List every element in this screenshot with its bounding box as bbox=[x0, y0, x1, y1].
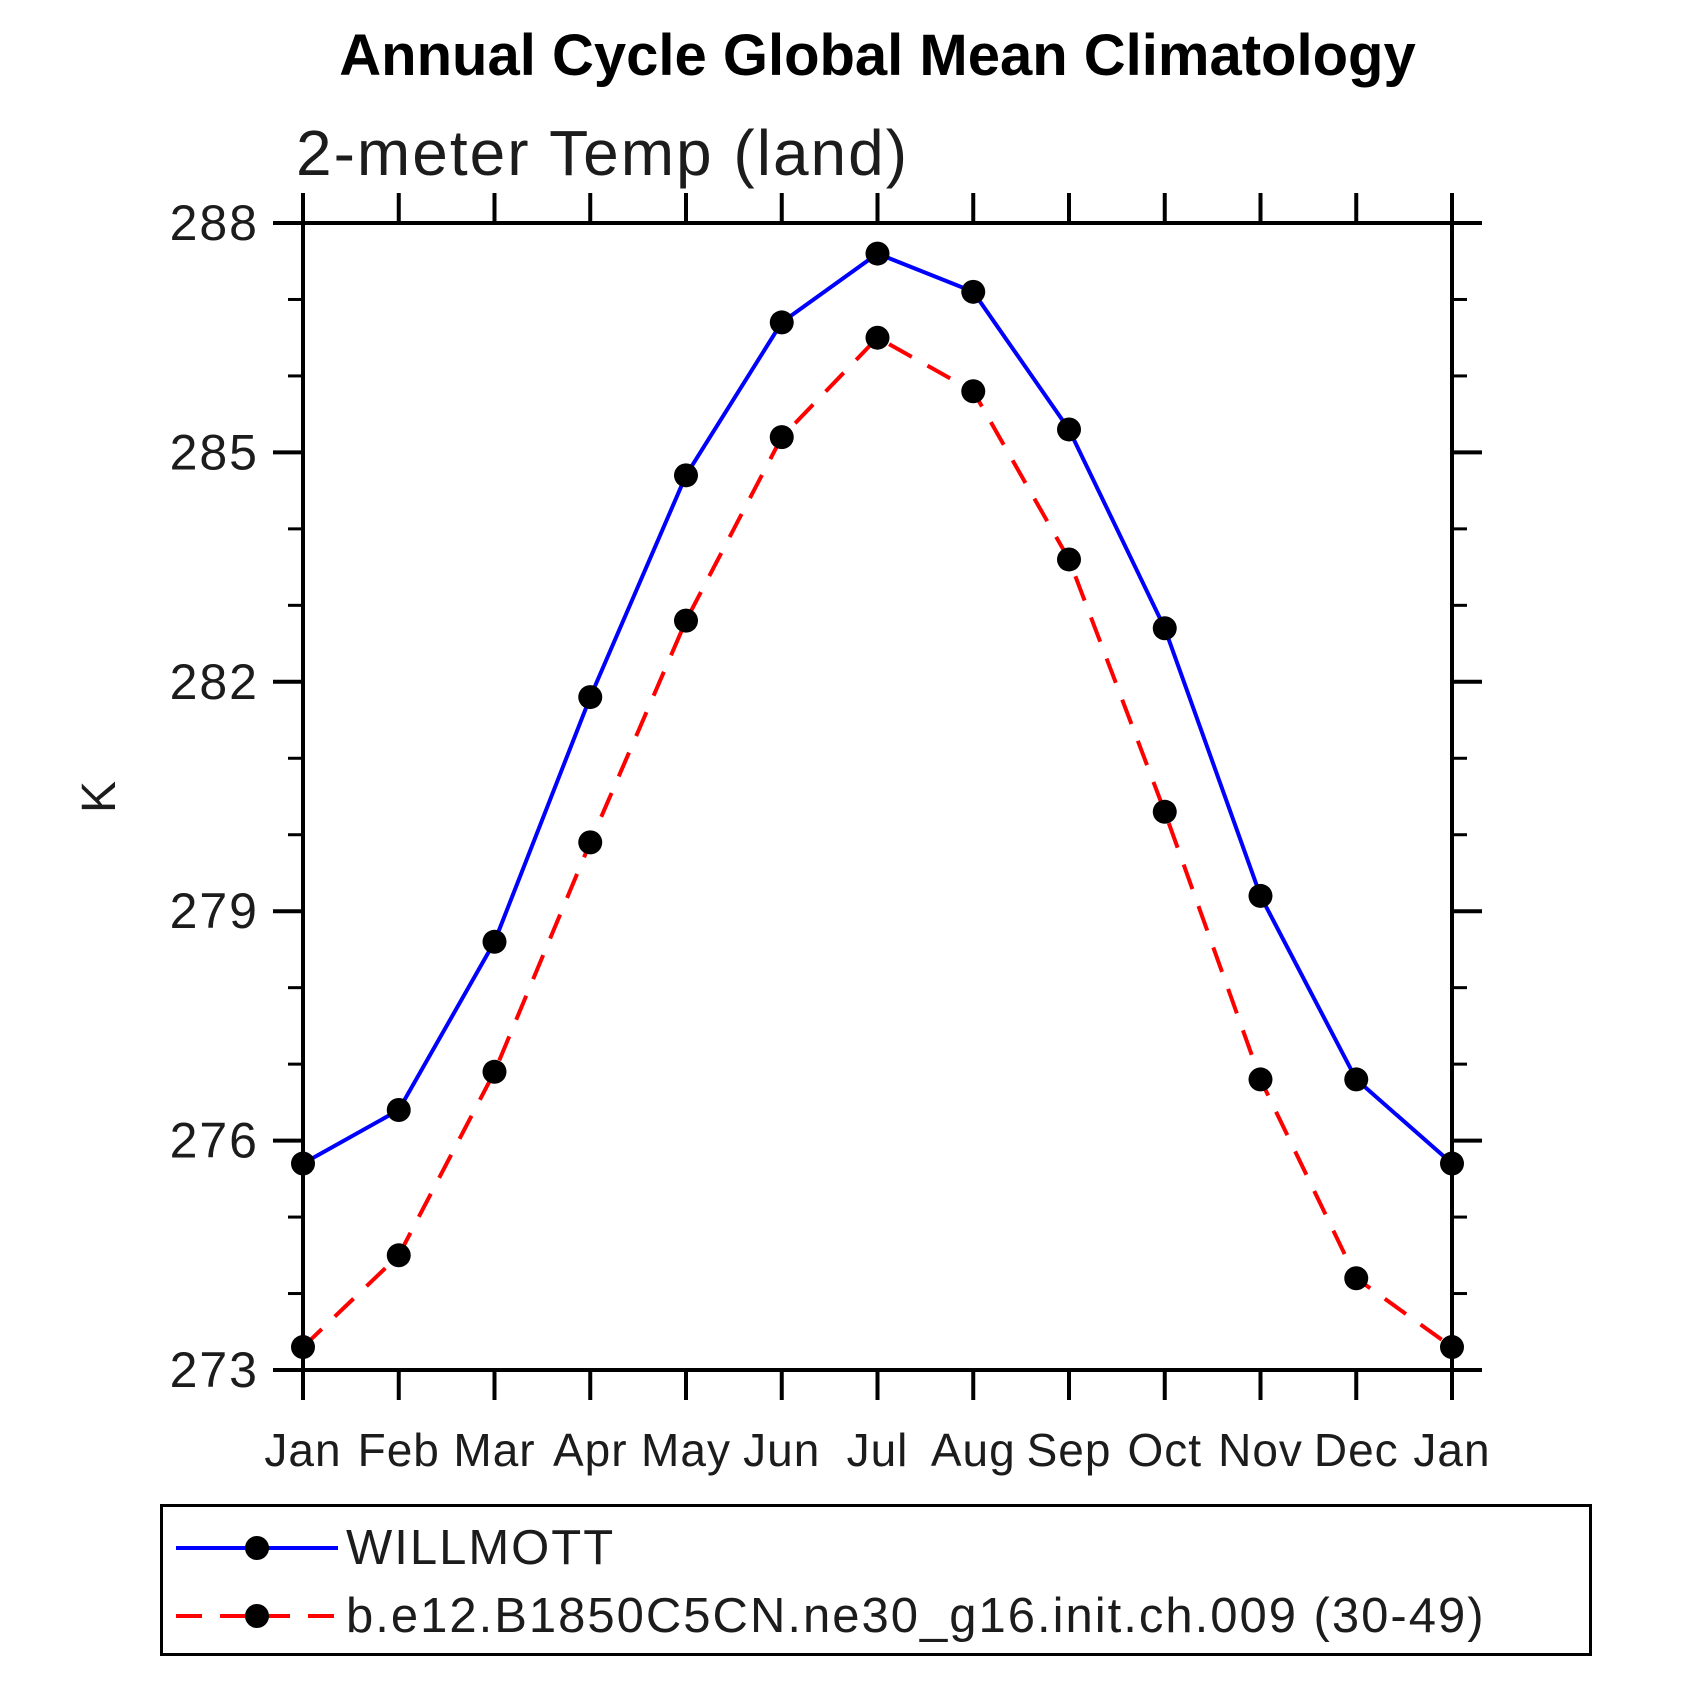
data-point-marker bbox=[1057, 547, 1081, 572]
y-tick-label: 288 bbox=[170, 195, 259, 251]
chart-subtitle: 2-meter Temp (land) bbox=[296, 117, 910, 189]
data-point-marker bbox=[482, 1059, 507, 1084]
data-point-marker bbox=[674, 608, 698, 633]
obs-line bbox=[302, 251, 1454, 1166]
data-point-marker bbox=[1152, 799, 1177, 824]
x-tick-label: Mar bbox=[453, 1424, 535, 1476]
legend-box: WILLMOTT b.e12.B1850C5CN.ne30_g16.init.c… bbox=[160, 1504, 1592, 1656]
x-tick-label: Apr bbox=[553, 1424, 628, 1476]
data-point-marker bbox=[1440, 1335, 1464, 1360]
y-tick-label: 285 bbox=[170, 424, 259, 480]
y-tick-label: 282 bbox=[170, 654, 259, 710]
data-point-marker bbox=[1344, 1266, 1369, 1291]
y-axis-title: K bbox=[73, 781, 126, 813]
data-point-marker bbox=[769, 310, 794, 335]
data-point-marker bbox=[482, 929, 507, 954]
x-tick-label: May bbox=[641, 1424, 731, 1476]
data-point-marker bbox=[1152, 616, 1177, 641]
x-tick-label: Jan bbox=[264, 1424, 341, 1476]
data-point-marker bbox=[674, 463, 698, 488]
data-point-marker bbox=[865, 325, 890, 350]
legend-sample-marker bbox=[245, 1536, 269, 1560]
data-point-marker bbox=[291, 1151, 315, 1176]
data-point-marker bbox=[961, 279, 986, 304]
data-point-marker bbox=[1344, 1067, 1369, 1092]
data-point-marker bbox=[1057, 417, 1081, 442]
plot-frame bbox=[301, 221, 1454, 1372]
data-point-marker bbox=[578, 685, 603, 710]
data-point-marker bbox=[961, 379, 986, 404]
x-tick-label: Aug bbox=[931, 1424, 1016, 1476]
chart-title: Annual Cycle Global Mean Climatology bbox=[339, 23, 1416, 88]
y-tick-label: 273 bbox=[170, 1342, 259, 1398]
legend-label-willmott: WILLMOTT bbox=[346, 1521, 616, 1575]
x-tick-label: Dec bbox=[1314, 1424, 1399, 1476]
data-point-marker bbox=[769, 425, 794, 450]
x-tick-label: Nov bbox=[1218, 1424, 1303, 1476]
legend-sample-dashed-line bbox=[176, 1604, 338, 1628]
x-tick-label: Jun bbox=[743, 1424, 820, 1476]
legend-label-model: b.e12.B1850C5CN.ne30_g16.init.ch.009 (30… bbox=[346, 1589, 1486, 1643]
y-tick-label: 279 bbox=[170, 883, 259, 939]
model-line bbox=[301, 335, 1454, 1349]
data-point-marker bbox=[291, 1335, 315, 1360]
data-point-marker bbox=[1440, 1151, 1464, 1176]
legend-item-model: b.e12.B1850C5CN.ne30_g16.init.ch.009 (30… bbox=[163, 1582, 1589, 1650]
axes: 273 276 279 282 285 288 Jan Feb Mar Apr May Jun Jul A… bbox=[170, 193, 1490, 1476]
data-point-marker bbox=[1248, 1067, 1273, 1092]
x-tick-label: Feb bbox=[358, 1424, 440, 1476]
data-point-marker bbox=[1248, 883, 1273, 908]
data-point-marker bbox=[386, 1243, 411, 1268]
data-point-marker bbox=[386, 1098, 411, 1123]
legend-sample-solid-line bbox=[176, 1536, 338, 1560]
x-tick-label: Sep bbox=[1027, 1424, 1112, 1476]
data-series bbox=[291, 241, 1464, 1360]
x-tick-label: Oct bbox=[1127, 1424, 1202, 1476]
legend-sample-marker bbox=[245, 1604, 269, 1628]
x-tick-label: Jan bbox=[1413, 1424, 1490, 1476]
data-point-marker bbox=[865, 241, 890, 266]
x-tick-label: Jul bbox=[847, 1424, 909, 1476]
legend-item-willmott: WILLMOTT bbox=[163, 1514, 1589, 1582]
data-point-marker bbox=[578, 830, 603, 855]
y-tick-label: 276 bbox=[170, 1113, 259, 1169]
